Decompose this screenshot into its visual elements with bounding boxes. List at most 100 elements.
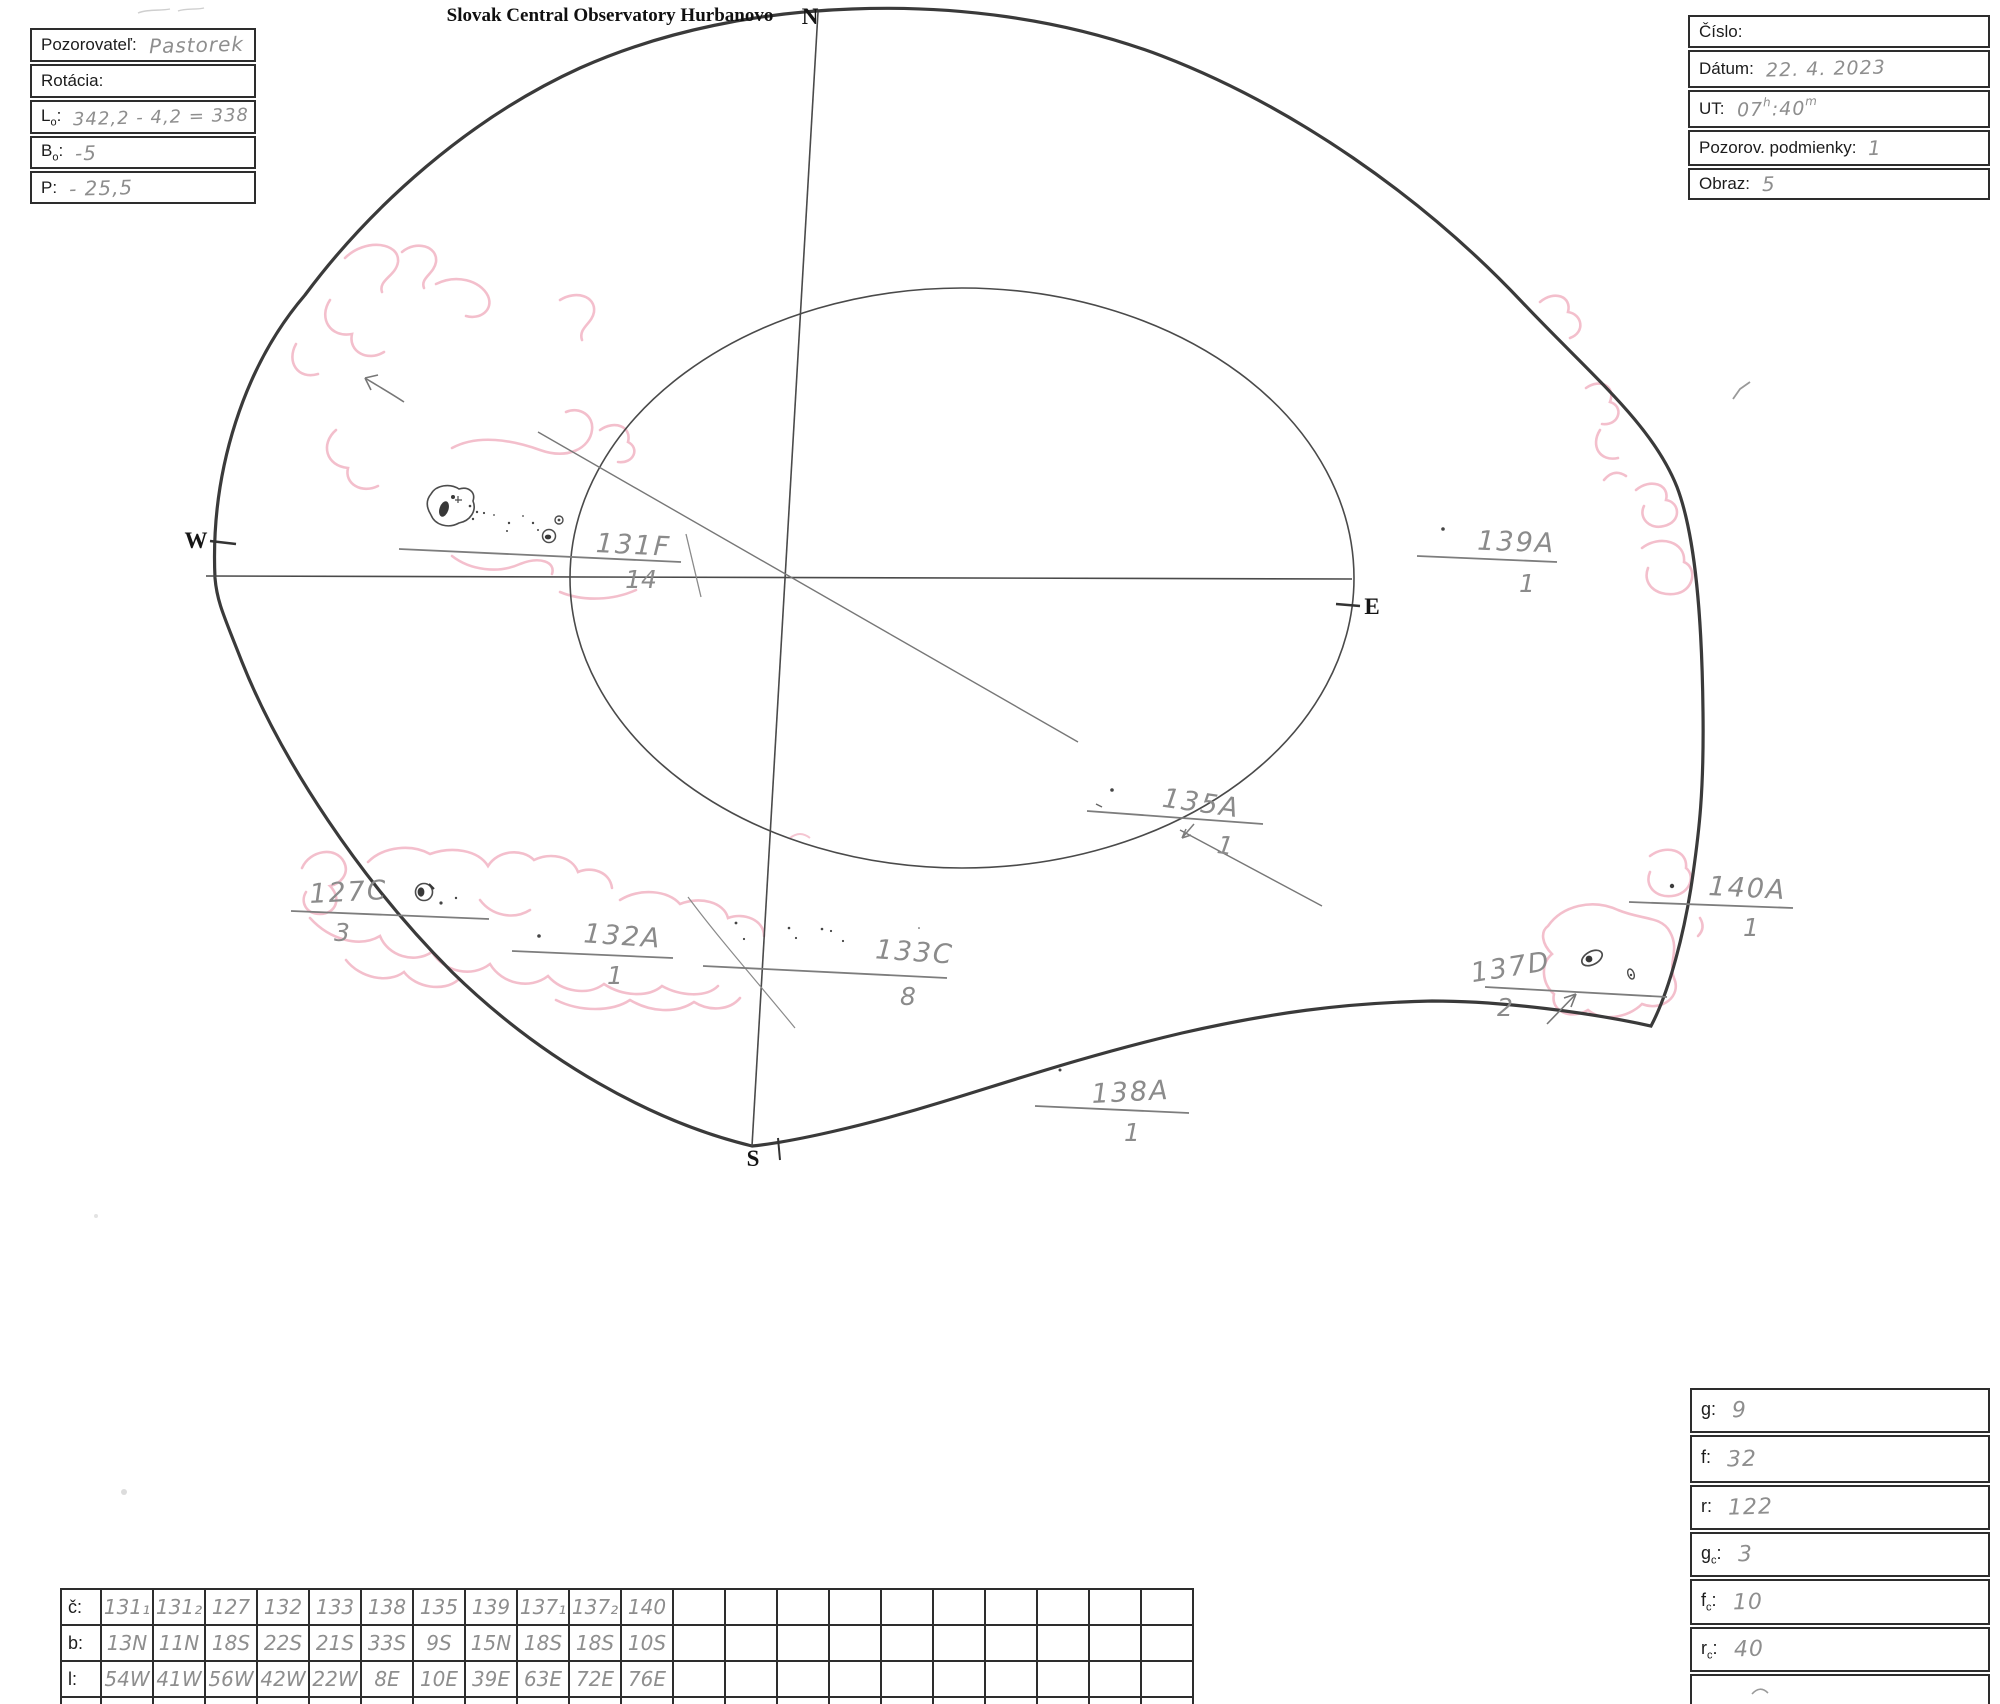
group-count-label: 1 xyxy=(1124,1118,1140,1147)
podmienky-label: Pozorov. podmienky: xyxy=(1699,138,1857,157)
table-cell-empty xyxy=(362,1698,414,1704)
rotation-row: Rotácia: xyxy=(30,64,256,98)
stat-label-g: g: xyxy=(1701,1398,1717,1419)
ring-spot-core xyxy=(557,518,561,522)
table-cell-empty xyxy=(726,1662,778,1698)
table-cell-empty xyxy=(778,1626,830,1662)
faculae-lower-left xyxy=(300,846,766,1012)
stat-label-gc: gc: xyxy=(1701,1542,1722,1567)
stat-row-partial xyxy=(1690,1674,1990,1704)
stat-row-fc: fc: 10 xyxy=(1690,1579,1990,1625)
table-cell: 76E xyxy=(622,1662,674,1698)
datum-row: Dátum: 22. 4. 2023 xyxy=(1688,50,1990,88)
table-cell-empty xyxy=(830,1590,882,1626)
group-id-label: 131F xyxy=(595,528,672,563)
compass-west-label: W xyxy=(185,528,208,553)
obraz-row: Obraz: 5 xyxy=(1688,168,1990,200)
table-cell: 9S xyxy=(414,1626,466,1662)
table-cell-empty xyxy=(726,1590,778,1626)
stat-value-gc: 3 xyxy=(1737,1541,1753,1568)
pointer-line-133C xyxy=(687,896,796,1029)
group-id-label: 132A xyxy=(583,918,663,954)
faculae-center-mark xyxy=(789,833,811,839)
table-cell-empty xyxy=(934,1662,986,1698)
table-cell-empty xyxy=(830,1626,882,1662)
umbra xyxy=(439,501,449,517)
table-cell-empty xyxy=(1090,1662,1142,1698)
spot-trail-dots xyxy=(734,921,920,943)
group-count-label: 3 xyxy=(334,918,350,947)
scan-speck xyxy=(121,1489,127,1495)
axis-west-east xyxy=(205,575,1353,580)
sunspot-group-139A: 139A 1 xyxy=(1416,526,1558,598)
stat-row-r: r: 122 xyxy=(1690,1485,1990,1530)
table-cell: 137₁ xyxy=(518,1590,570,1626)
penumbra-outline xyxy=(414,882,434,902)
stat-label-fc: fc: xyxy=(1701,1590,1717,1614)
spot-trail-dots xyxy=(468,504,539,532)
table-cell: 140 xyxy=(622,1590,674,1626)
datum-label: Dátum: xyxy=(1699,59,1754,78)
cislo-label: Číslo: xyxy=(1699,21,1743,41)
table-cell-empty xyxy=(986,1698,1038,1704)
row-label-c: č: xyxy=(62,1590,102,1626)
p-label: P: xyxy=(41,177,58,197)
umbra-dot xyxy=(451,495,455,499)
plus-mark xyxy=(455,496,462,503)
table-cell-empty xyxy=(986,1662,1038,1698)
table-cell: 127 xyxy=(206,1590,258,1626)
group-underline xyxy=(1416,555,1558,563)
table-cell: 138 xyxy=(362,1590,414,1626)
axis-north-south xyxy=(751,11,819,1147)
penumbra-outline xyxy=(426,484,475,527)
table-cell: 13N xyxy=(102,1626,154,1662)
table-cell-empty xyxy=(882,1590,934,1626)
table-cell: 137₂ xyxy=(570,1590,622,1626)
spot-dot xyxy=(1441,527,1445,531)
table-cell-empty xyxy=(882,1662,934,1698)
group-position-table: č: 131₁ 131₂ 127 132 133 138 135 139 137… xyxy=(60,1588,1194,1704)
ut-row: UT: 07h:40m xyxy=(1688,90,1990,128)
stat-value-fc: 10 xyxy=(1732,1589,1763,1615)
table-cell-empty xyxy=(258,1698,310,1704)
table-cell-empty xyxy=(570,1698,622,1704)
table-cell-empty xyxy=(1038,1662,1090,1698)
obraz-label: Obraz: xyxy=(1699,174,1751,193)
equator-line xyxy=(537,431,1079,743)
row-label-l: l: xyxy=(62,1662,102,1698)
table-cell-empty xyxy=(1142,1626,1194,1662)
ring-spot xyxy=(554,515,564,525)
session-info-box: Číslo: Dátum: 22. 4. 2023 UT: 07h:40m Po… xyxy=(1688,15,1990,202)
row-label-b: b: xyxy=(62,1626,102,1662)
stat-row-gc: gc: 3 xyxy=(1690,1532,1990,1577)
obraz-value: 5 xyxy=(1761,171,1777,197)
table-cell: 132 xyxy=(258,1590,310,1626)
spot-dot xyxy=(439,901,443,905)
south-tick xyxy=(777,1137,781,1161)
table-cell-empty xyxy=(518,1698,570,1704)
pencil-arrow-lower-right xyxy=(1546,993,1577,1025)
group-id-label: 139A xyxy=(1477,526,1556,560)
page-title: Slovak Central Observatory Hurbanovo xyxy=(446,5,774,26)
podmienky-value: 1 xyxy=(1868,135,1883,161)
stat-label-f: f: xyxy=(1701,1447,1712,1468)
faculae-mid-right xyxy=(1602,471,1694,596)
observer-label: Pozorovateľ: xyxy=(41,35,137,54)
stat-label-r: r: xyxy=(1701,1495,1713,1516)
spot-dot xyxy=(1110,788,1114,792)
group-count-label: 1 xyxy=(607,961,623,990)
table-cell-empty xyxy=(674,1662,726,1698)
sunspot-group-138A: 138A 1 xyxy=(1034,1068,1190,1147)
trailing-penumbra xyxy=(541,528,557,544)
observer-info-box: Pozorovateľ: Pastorek Rotácia: Lo: 342,2… xyxy=(30,28,256,206)
table-cell: 133 xyxy=(310,1590,362,1626)
table-cell-empty xyxy=(1038,1698,1090,1704)
stat-value-rc: 40 xyxy=(1733,1636,1764,1663)
table-cell: 18S xyxy=(206,1626,258,1662)
group-id-label: 133C xyxy=(874,934,954,970)
table-cell: 10E xyxy=(414,1662,466,1698)
compass-north-label: N xyxy=(802,4,819,29)
table-cell-empty xyxy=(154,1698,206,1704)
